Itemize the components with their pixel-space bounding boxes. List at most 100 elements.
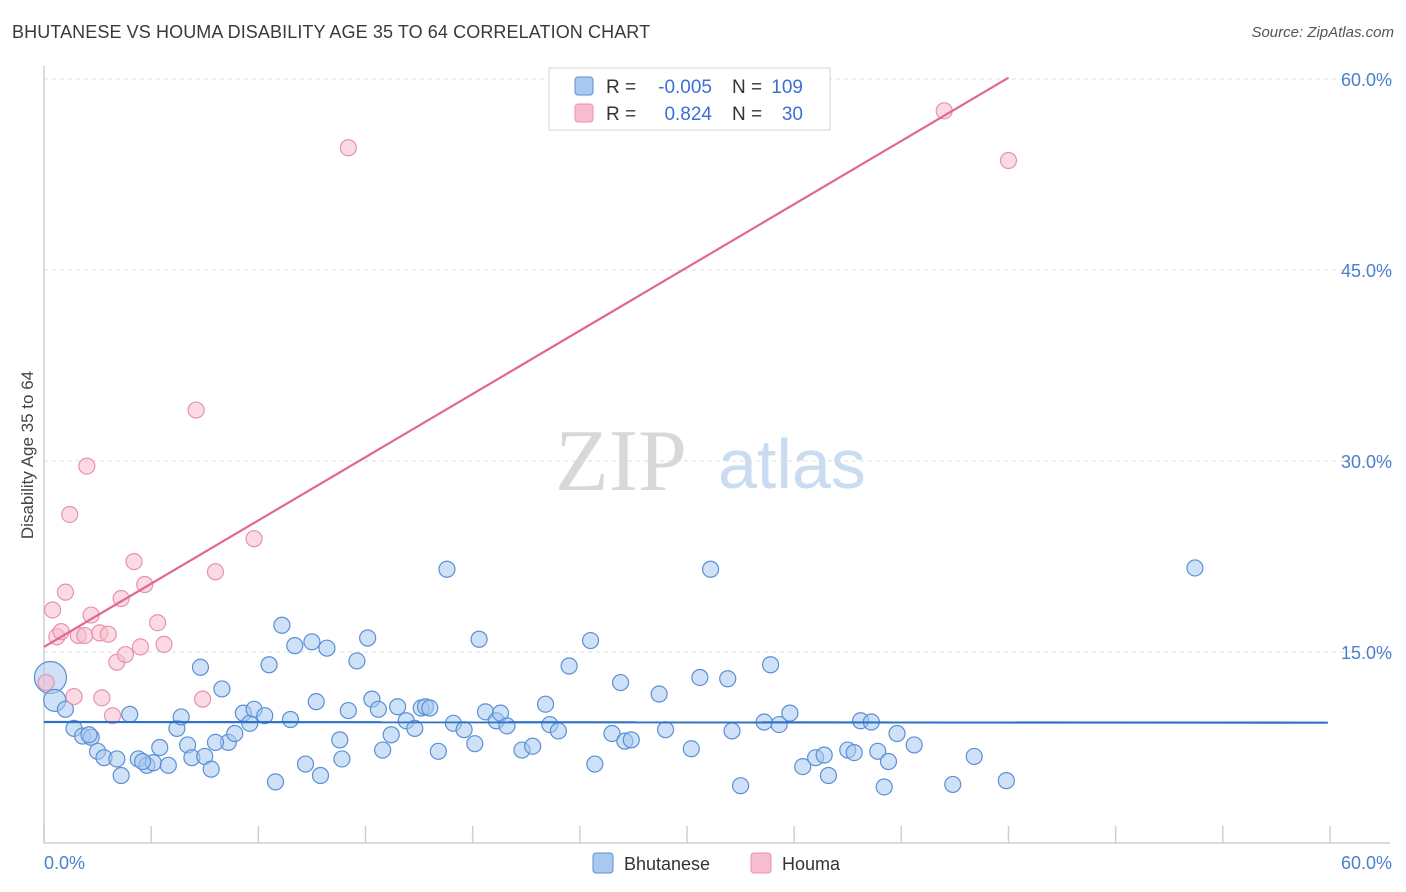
bhutanese-point (226, 724, 244, 743)
houma-point (206, 563, 225, 581)
bhutanese-point (296, 755, 315, 773)
bhutanese-point (56, 700, 75, 718)
houma-point (56, 583, 75, 601)
houma-point (65, 687, 83, 706)
bhutanese-point (845, 743, 863, 762)
bhutanese-point (260, 656, 278, 674)
bhutanese-point (191, 658, 210, 676)
series-houma-points (37, 102, 1018, 725)
bhutanese-point (421, 699, 439, 717)
trend-line-bhutanese (43, 720, 1328, 724)
houma-point (136, 575, 154, 594)
legend-n-label-houma: N = (732, 104, 762, 125)
bhutanese-point (470, 630, 488, 648)
bhutanese-point (333, 750, 351, 768)
legend-swatch-bhutanese (574, 76, 594, 96)
bhutanese-point (731, 777, 750, 795)
bhutanese-point (80, 726, 98, 744)
y-tick-label: 45.0% (1341, 261, 1392, 281)
bhutanese-point (560, 657, 578, 675)
series-legend: Bhutanese Houma (592, 852, 841, 874)
bhutanese-point (281, 710, 300, 729)
legend-r-label-houma: R = (606, 104, 636, 125)
bhutanese-point (151, 738, 169, 757)
bhutanese-point (374, 741, 392, 759)
legend-n-value-houma: 30 (782, 104, 803, 125)
series-bhutanese-points (33, 559, 1204, 796)
bhutanese-point (656, 721, 675, 739)
bhutanese-point (603, 724, 621, 743)
bhutanese-point (691, 668, 709, 687)
bhutanese-point (331, 731, 349, 749)
bhutanese-point (286, 637, 304, 655)
bhutanese-point (869, 742, 887, 760)
legend-swatch-houma (574, 103, 594, 123)
houma-point (999, 151, 1018, 170)
bhutanese-point (770, 715, 788, 734)
houma-point (99, 625, 117, 643)
bhutanese-point (650, 685, 668, 703)
bhutanese-point (815, 746, 833, 764)
houma-point (43, 601, 62, 619)
bhutanese-point (273, 616, 291, 634)
bhutanese-point (498, 717, 516, 735)
houma-point (245, 530, 263, 548)
bhutanese-point (112, 766, 130, 785)
bhutanese-point (339, 701, 357, 720)
bhutanese-point (369, 700, 387, 718)
bottom-legend-swatch-houma (750, 852, 772, 874)
bhutanese-point (108, 750, 126, 768)
bhutanese-point (311, 766, 330, 785)
houma-point (339, 139, 357, 157)
bhutanese-point (133, 752, 152, 771)
bottom-legend-label-houma: Houma (782, 854, 841, 874)
bhutanese-point (875, 778, 893, 796)
houma-point (103, 707, 122, 725)
bottom-legend-label-bhutanese: Bhutanese (624, 854, 710, 874)
bhutanese-point (438, 560, 456, 578)
watermark: ZIP atlas (555, 413, 866, 510)
bhutanese-point (794, 757, 812, 776)
bhutanese-point (888, 724, 906, 743)
bhutanese-point (172, 708, 190, 726)
legend-r-value-houma: 0.824 (664, 104, 712, 125)
bhutanese-point (719, 670, 737, 688)
legend-r-value-bhutanese: -0.005 (658, 77, 712, 98)
bhutanese-point (307, 693, 325, 711)
bhutanese-point (682, 740, 700, 758)
source-label: Source: ZipAtlas.com (1251, 24, 1394, 41)
bhutanese-point (455, 721, 473, 739)
bhutanese-point (466, 735, 484, 753)
bhutanese-point (997, 772, 1015, 790)
bhutanese-point (1186, 559, 1204, 577)
bhutanese-point (879, 752, 898, 771)
y-tick-label: 15.0% (1341, 643, 1392, 663)
x-tick-label-min: 0.0% (44, 853, 85, 873)
y-axis-tick-labels: 15.0% 30.0% 45.0% 60.0% (1341, 70, 1392, 663)
x-tick-label-max: 60.0% (1341, 853, 1392, 873)
bhutanese-point (406, 719, 424, 738)
houma-point (187, 401, 205, 419)
houma-point (125, 552, 143, 571)
bhutanese-point (819, 766, 838, 785)
y-tick-label: 30.0% (1341, 452, 1392, 472)
bhutanese-point (944, 775, 962, 794)
bhutanese-point (266, 773, 285, 791)
legend-box (548, 67, 831, 131)
houma-point (76, 626, 94, 645)
houma-point (131, 638, 150, 656)
bhutanese-point (303, 633, 321, 651)
bhutanese-point (586, 755, 604, 773)
houma-point (155, 635, 173, 653)
bhutanese-point (581, 631, 600, 650)
bhutanese-point (348, 652, 366, 670)
bhutanese-point (761, 656, 780, 674)
bottom-legend-swatch-bhutanese (592, 852, 614, 874)
houma-point (194, 690, 212, 708)
bhutanese-point (382, 726, 400, 744)
legend-n-label-bhutanese: N = (732, 77, 762, 98)
houma-point (61, 505, 79, 524)
houma-point (116, 645, 135, 664)
correlation-legend: R = -0.005 N = 109 R = 0.824 N = 30 (548, 67, 831, 131)
bhutanese-point (256, 707, 274, 725)
